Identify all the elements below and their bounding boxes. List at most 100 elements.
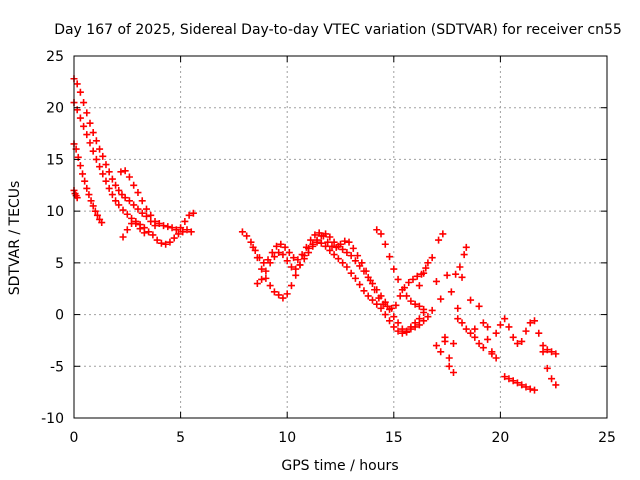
data-point — [145, 228, 153, 236]
data-point — [505, 375, 513, 383]
data-point — [121, 194, 129, 202]
data-point — [449, 368, 457, 376]
data-point — [185, 211, 193, 219]
data-point — [394, 327, 402, 335]
data-point — [105, 184, 113, 192]
y-tick-label: 25 — [46, 49, 64, 65]
data-point — [189, 209, 197, 217]
x-tick-label: 20 — [491, 430, 509, 446]
data-point — [93, 211, 101, 219]
series-track-a — [70, 75, 159, 230]
data-point — [172, 226, 180, 234]
data-point — [177, 224, 185, 232]
data-point — [351, 257, 359, 265]
series-track-l — [432, 302, 500, 376]
data-point — [86, 119, 94, 127]
data-point — [392, 301, 400, 309]
data-point — [294, 256, 302, 264]
data-point — [437, 348, 445, 356]
data-point — [445, 354, 453, 362]
data-point — [322, 242, 330, 250]
data-point — [115, 186, 123, 194]
points-layer — [70, 75, 560, 394]
data-point — [407, 323, 415, 331]
data-point — [149, 231, 157, 239]
data-point — [266, 282, 274, 290]
data-point — [287, 263, 295, 271]
data-point — [552, 350, 560, 358]
data-point — [386, 317, 394, 325]
data-point — [479, 344, 487, 352]
data-point — [415, 321, 423, 329]
series-track-c — [70, 140, 106, 227]
data-point — [513, 379, 521, 387]
data-point — [275, 249, 283, 257]
data-point — [309, 242, 317, 250]
data-point — [403, 292, 411, 300]
data-point — [373, 286, 381, 294]
data-point — [356, 262, 364, 270]
chart-title: Day 167 of 2025, Sidereal Day-to-day VTE… — [54, 22, 622, 38]
data-point — [373, 226, 381, 234]
data-point — [76, 162, 84, 170]
data-point — [390, 265, 398, 273]
data-point — [119, 233, 127, 241]
data-point — [428, 254, 436, 262]
data-point — [326, 246, 334, 254]
data-point — [268, 249, 276, 257]
data-point — [322, 230, 330, 238]
data-point — [119, 206, 127, 214]
data-point — [136, 221, 144, 229]
data-point — [390, 323, 398, 331]
data-point — [99, 170, 107, 178]
data-point — [174, 230, 182, 238]
data-point — [386, 305, 394, 313]
data-point — [324, 238, 332, 246]
series-track-f — [119, 217, 195, 248]
data-point — [349, 244, 357, 252]
data-point — [501, 373, 509, 381]
y-tick-label: 15 — [46, 152, 64, 168]
series-track-d — [70, 186, 81, 202]
data-point — [247, 238, 255, 246]
data-point — [411, 300, 419, 308]
data-point — [92, 137, 100, 145]
data-point — [138, 197, 146, 205]
data-point — [360, 287, 368, 295]
data-point — [492, 329, 500, 337]
data-point — [125, 197, 133, 205]
data-point — [179, 228, 187, 236]
data-point — [377, 304, 385, 312]
data-point — [115, 201, 123, 209]
data-point — [460, 251, 468, 259]
data-point — [467, 329, 475, 337]
y-axis-label: SDTVAR / TECUs — [7, 181, 23, 296]
data-point — [501, 315, 509, 323]
data-point — [87, 197, 95, 205]
x-tick-label: 5 — [176, 430, 185, 446]
y-tick-label: -10 — [41, 411, 64, 427]
data-point — [108, 191, 116, 199]
data-point — [117, 168, 125, 176]
series-track-n — [501, 342, 560, 394]
data-point — [415, 315, 423, 323]
data-point — [513, 340, 521, 348]
data-point — [166, 238, 174, 246]
y-tick-label: 5 — [55, 256, 64, 272]
data-point — [86, 139, 94, 147]
data-point — [105, 168, 113, 176]
data-point — [330, 238, 338, 246]
data-point — [407, 297, 415, 305]
data-point — [456, 263, 464, 271]
data-point — [311, 231, 319, 239]
data-point — [413, 272, 421, 280]
data-point — [496, 321, 504, 329]
data-point — [445, 362, 453, 370]
data-point — [79, 170, 87, 178]
data-point — [437, 295, 445, 303]
data-point — [458, 273, 466, 281]
data-point — [339, 245, 347, 253]
data-point — [134, 189, 142, 197]
data-point — [73, 194, 81, 202]
data-point — [543, 346, 551, 354]
